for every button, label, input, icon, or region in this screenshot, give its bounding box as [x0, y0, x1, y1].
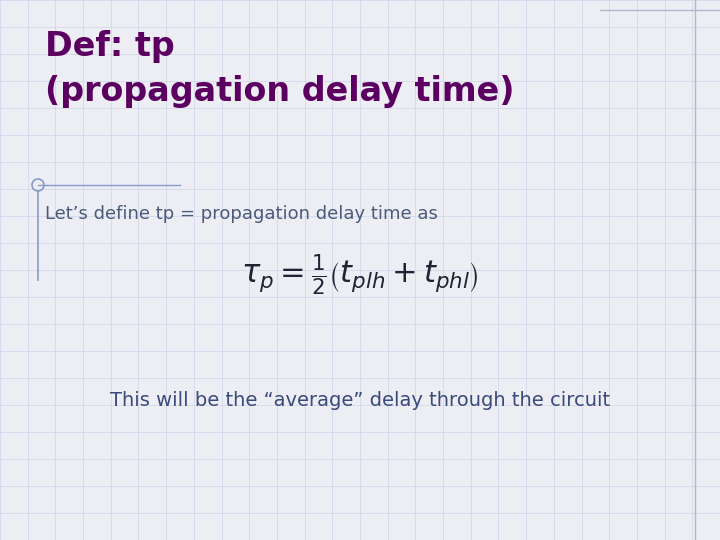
Text: (propagation delay time): (propagation delay time)	[45, 75, 515, 108]
Text: Let’s define tp = propagation delay time as: Let’s define tp = propagation delay time…	[45, 205, 438, 223]
Text: Def: tp: Def: tp	[45, 30, 175, 63]
Text: $\tau_p = \frac{1}{2}\left(t_{plh} + t_{phl}\right)$: $\tau_p = \frac{1}{2}\left(t_{plh} + t_{…	[241, 252, 479, 298]
Text: This will be the “average” delay through the circuit: This will be the “average” delay through…	[110, 390, 610, 409]
